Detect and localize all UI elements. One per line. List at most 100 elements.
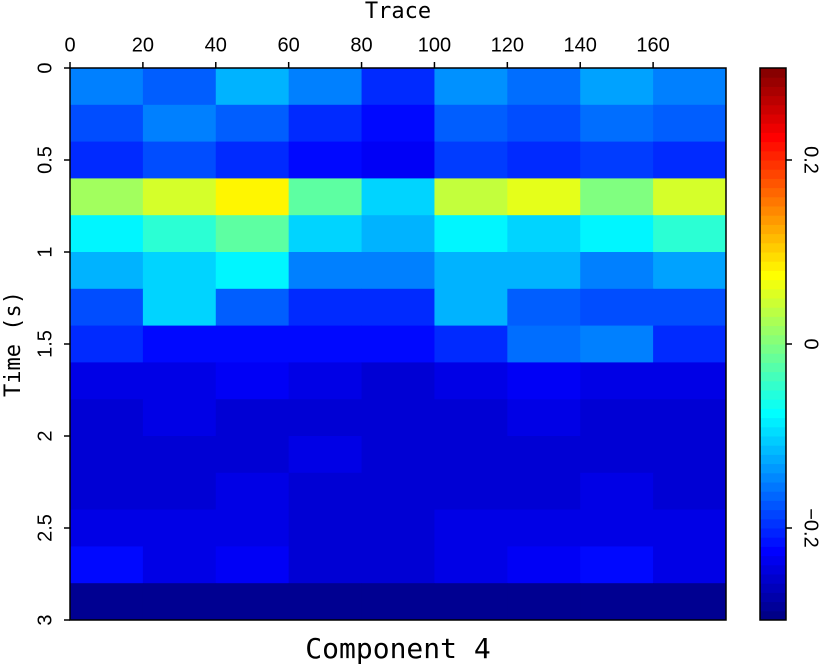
colorbar-segment xyxy=(760,610,786,621)
colorbar-segment xyxy=(760,555,786,566)
heatmap-cell xyxy=(653,362,727,400)
y-axis-label: Time (s) xyxy=(1,291,26,397)
heatmap-cell xyxy=(142,436,217,474)
x-tick-label: 40 xyxy=(205,34,227,56)
heatmap-cell xyxy=(215,141,290,179)
heatmap-cell xyxy=(288,472,363,511)
colorbar-segment xyxy=(760,399,786,409)
heatmap-cell xyxy=(70,546,144,584)
colorbar-segment xyxy=(760,454,786,465)
heatmap-cell xyxy=(70,509,144,547)
colorbar-segment xyxy=(760,141,786,152)
heatmap-cell xyxy=(288,141,363,179)
heatmap-cell xyxy=(142,325,217,363)
colorbar-segment xyxy=(760,206,786,216)
heatmap-cell xyxy=(653,104,727,143)
colorbar-segment xyxy=(760,353,786,363)
colorbar-segment xyxy=(760,178,786,189)
colorbar-segment xyxy=(760,574,786,584)
y-tick-label: 2.5 xyxy=(34,514,56,542)
heatmap-cell xyxy=(580,583,654,621)
x-tick-label: 0 xyxy=(64,34,75,56)
heatmap-cell xyxy=(653,141,727,179)
colorbar-segment xyxy=(760,408,786,419)
heatmap-cell xyxy=(653,215,727,253)
heatmap-cell xyxy=(653,325,727,363)
heatmap-cell xyxy=(288,362,363,400)
heatmap-cell xyxy=(507,399,581,437)
colorbar-segment xyxy=(760,518,786,529)
colorbar-segment xyxy=(760,537,786,547)
colorbar-segment xyxy=(760,500,786,511)
heatmap-cell xyxy=(70,362,144,400)
colorbar-segment xyxy=(760,472,786,483)
y-tick-label: 0.5 xyxy=(34,146,56,174)
heatmap-cell xyxy=(361,215,435,253)
heatmap-cell xyxy=(580,104,654,143)
colorbar-segment xyxy=(760,325,786,336)
heatmap-cell xyxy=(288,509,363,547)
heatmap-cell xyxy=(142,68,217,106)
heatmap-cell xyxy=(215,362,290,400)
heatmap-cell xyxy=(215,178,290,216)
heatmap-cell xyxy=(142,399,217,437)
heatmap-cell xyxy=(507,288,581,327)
heatmap-cell xyxy=(215,583,290,621)
heatmap-cell xyxy=(70,141,144,179)
heatmap-cell xyxy=(507,436,581,474)
heatmap-cell xyxy=(434,325,508,363)
heatmap-cell xyxy=(653,583,727,621)
colorbar-segment xyxy=(760,380,786,391)
colorbar-segment xyxy=(760,371,786,382)
colorbar-segment xyxy=(760,509,786,520)
x-tick-label: 80 xyxy=(350,34,372,56)
heatmap-cell xyxy=(361,583,435,621)
colorbar-tick-label: 0.2 xyxy=(800,146,819,174)
heatmap-cell xyxy=(580,178,654,216)
heatmap-cell xyxy=(361,546,435,584)
heatmap-cell xyxy=(215,436,290,474)
colorbar-segment xyxy=(760,160,786,170)
heatmap-cell xyxy=(507,104,581,143)
heatmap-cell xyxy=(507,472,581,511)
heatmap-cell xyxy=(142,583,217,621)
colorbar-segment xyxy=(760,417,786,428)
heatmap-cell xyxy=(580,362,654,400)
colorbar-segment xyxy=(760,77,786,87)
colorbar-segment xyxy=(760,233,786,244)
heatmap-cell xyxy=(142,472,217,511)
heatmap-cell xyxy=(580,509,654,547)
x-tick-label: 120 xyxy=(491,34,524,56)
heatmap-cell xyxy=(70,436,144,474)
heatmap-cell xyxy=(142,215,217,253)
colorbar-segment xyxy=(760,482,786,492)
colorbar-segment xyxy=(760,95,786,106)
heatmap-cell xyxy=(580,141,654,179)
colorbar-segment xyxy=(760,132,786,143)
heatmap-cell xyxy=(70,178,144,216)
heatmap-cell xyxy=(434,288,508,327)
heatmap-cell xyxy=(653,178,727,216)
heatmap-cell xyxy=(361,399,435,437)
heatmap-cell xyxy=(215,288,290,327)
heatmap-cell xyxy=(653,472,727,511)
colorbar-segment xyxy=(760,583,786,593)
colorbar-segment xyxy=(760,546,786,557)
heatmap-cell xyxy=(434,399,508,437)
colorbar-segment xyxy=(760,242,786,253)
x-tick-label: 100 xyxy=(418,34,451,56)
heatmap-cell xyxy=(507,509,581,547)
heatmap-cell xyxy=(70,325,144,363)
heatmap-cell xyxy=(288,68,363,106)
heatmap-cell xyxy=(580,68,654,106)
heatmap-cell xyxy=(434,546,508,584)
colorbar-tick-label: −0.2 xyxy=(800,508,819,547)
heatmap-cell xyxy=(653,288,727,327)
colorbar-tick-label: 0 xyxy=(800,338,819,349)
colorbar-segment xyxy=(760,491,786,501)
heatmap-cell xyxy=(215,546,290,584)
colorbar-segment xyxy=(760,252,786,262)
heatmap-cell xyxy=(434,509,508,547)
heatmap-cell xyxy=(215,399,290,437)
heatmap-cell xyxy=(288,288,363,327)
